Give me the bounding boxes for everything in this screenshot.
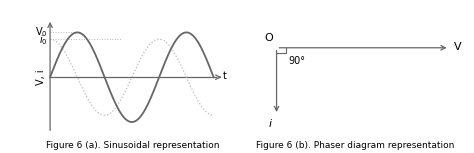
Text: V$_0$: V$_0$: [35, 26, 47, 39]
Text: i: i: [269, 119, 272, 129]
Text: t: t: [223, 71, 227, 81]
Text: Figure 6 (a). Sinusoidal representation: Figure 6 (a). Sinusoidal representation: [46, 141, 219, 150]
Text: Figure 6 (b). Phaser diagram representation: Figure 6 (b). Phaser diagram representat…: [256, 141, 455, 150]
Text: O: O: [265, 33, 273, 43]
Text: V: V: [454, 42, 462, 52]
Text: V, i: V, i: [36, 69, 46, 85]
Text: i$_0$: i$_0$: [39, 34, 47, 47]
Text: 90°: 90°: [289, 56, 306, 66]
